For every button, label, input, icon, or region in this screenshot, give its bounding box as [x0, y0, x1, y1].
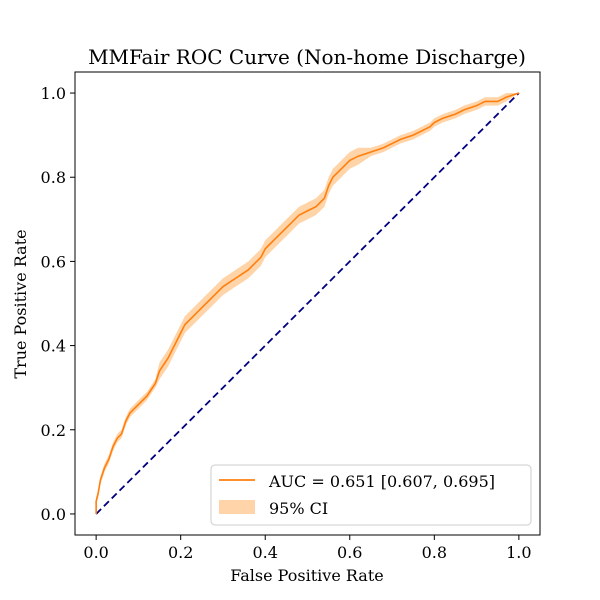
y-tick-label: 0.8	[41, 168, 66, 187]
x-tick-label: 0.0	[83, 543, 108, 562]
legend-ci-swatch	[219, 500, 255, 514]
x-tick-label: 0.8	[422, 543, 447, 562]
x-tick-label: 0.6	[337, 543, 362, 562]
x-axis-label: False Positive Rate	[230, 566, 384, 585]
chart-title: MMFair ROC Curve (Non-home Discharge)	[88, 45, 526, 69]
y-axis-label: True Positive Rate	[11, 229, 30, 378]
chance-diagonal-line	[95, 92, 520, 515]
x-axis-ticks: 0.0 0.2 0.4 0.6 0.8 1.0	[83, 535, 532, 562]
legend-box	[210, 464, 532, 526]
roc-curve-line	[95, 92, 520, 514]
plot-area	[95, 92, 520, 515]
axes-frame	[74, 71, 541, 536]
y-tick-label: 0.2	[41, 421, 66, 440]
legend-roc-label: AUC = 0.651 [0.607, 0.695]	[268, 472, 495, 491]
y-tick-label: 0.0	[41, 505, 66, 524]
y-tick-label: 0.6	[41, 252, 66, 271]
legend: AUC = 0.651 [0.607, 0.695] 95% CI	[210, 464, 532, 526]
y-tick-label: 1.0	[41, 84, 66, 103]
x-tick-label: 1.0	[506, 543, 531, 562]
x-tick-label: 0.4	[253, 543, 278, 562]
legend-ci-label: 95% CI	[269, 499, 328, 518]
y-axis-ticks: 0.0 0.2 0.4 0.6 0.8 1.0	[41, 84, 75, 524]
y-tick-label: 0.4	[41, 337, 66, 356]
x-tick-label: 0.2	[168, 543, 193, 562]
